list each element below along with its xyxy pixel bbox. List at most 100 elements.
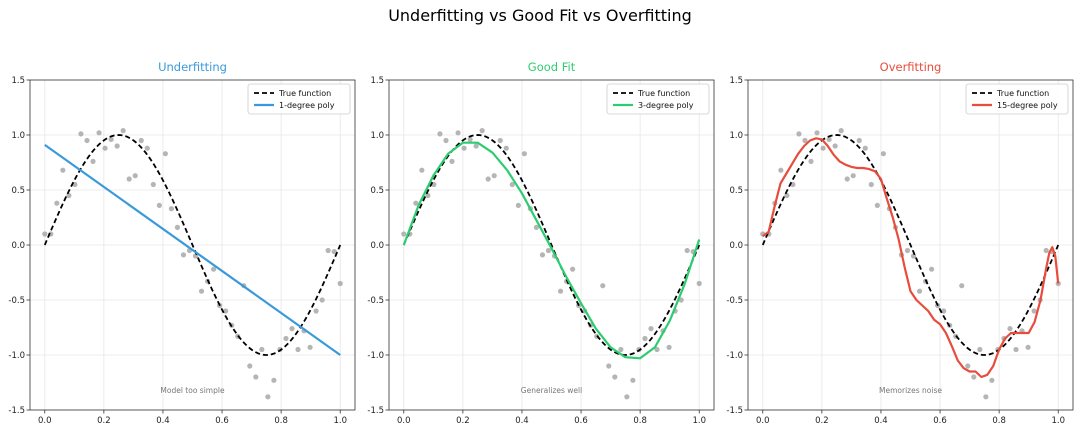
data-point bbox=[313, 308, 319, 314]
data-point bbox=[289, 326, 295, 332]
data-point bbox=[838, 128, 844, 134]
data-point bbox=[874, 202, 880, 208]
data-point bbox=[868, 181, 874, 188]
panel-annotation: Model too simple bbox=[160, 386, 225, 395]
panel-2: 0.0 0.2 0.4 0.6 0.8 1.0 -1.5 -1.0 -0.5 0.0 0.5 1.0 1… bbox=[367, 60, 715, 426]
x-tick-label: 1.0 bbox=[692, 416, 706, 426]
model-fit-line bbox=[402, 141, 701, 360]
legend-box bbox=[606, 83, 710, 115]
data-point bbox=[331, 249, 337, 255]
data-point bbox=[521, 151, 527, 157]
data-point bbox=[144, 145, 150, 151]
y-tick-label: -0.5 bbox=[726, 296, 743, 306]
data-point bbox=[295, 346, 301, 353]
x-tick-label: 0.4 bbox=[515, 416, 529, 426]
data-point bbox=[1043, 247, 1049, 254]
data-point bbox=[156, 202, 162, 208]
data-point bbox=[485, 176, 491, 182]
data-point bbox=[265, 394, 271, 400]
panel-3: 0.0 0.2 0.4 0.6 0.8 1.0 -1.5 -1.0 -0.5 0.0 0.5 1.0 1… bbox=[726, 60, 1074, 426]
x-tick-label: 0.0 bbox=[756, 416, 770, 426]
legend-box bbox=[965, 83, 1069, 115]
data-point bbox=[959, 283, 965, 289]
data-point bbox=[337, 280, 343, 287]
x-tick-label: 0.8 bbox=[633, 416, 647, 426]
y-tick-label: -0.5 bbox=[8, 296, 25, 306]
y-tick-label: -1.5 bbox=[367, 406, 384, 416]
data-point bbox=[606, 363, 612, 369]
data-point bbox=[150, 181, 156, 188]
data-point bbox=[784, 192, 790, 199]
legend: True function 1-degree poly bbox=[247, 83, 351, 115]
panel-1: 0.0 0.2 0.4 0.6 0.8 1.0 -1.5 -1.0 -0.5 0.0 0.5 1.0 1… bbox=[8, 60, 356, 426]
data-point bbox=[96, 130, 102, 136]
plot-area bbox=[760, 128, 1061, 400]
data-point bbox=[102, 145, 108, 151]
data-point bbox=[618, 346, 624, 353]
data-point bbox=[977, 346, 983, 353]
data-point bbox=[247, 363, 253, 369]
data-point bbox=[1031, 308, 1037, 314]
data-point bbox=[467, 136, 473, 142]
x-tick-label: 0.0 bbox=[38, 416, 52, 426]
data-point bbox=[54, 200, 60, 206]
data-point bbox=[60, 167, 66, 173]
data-point bbox=[941, 308, 947, 314]
data-point bbox=[108, 136, 114, 142]
data-point bbox=[78, 131, 84, 137]
data-point bbox=[509, 181, 515, 188]
y-tick-label: 0.0 bbox=[11, 241, 25, 251]
x-tick-label: 0.6 bbox=[574, 416, 588, 426]
y-tick-label: 1.5 bbox=[11, 76, 25, 86]
data-point bbox=[862, 145, 868, 151]
data-point bbox=[904, 247, 911, 254]
data-point bbox=[479, 128, 485, 134]
data-point bbox=[168, 206, 175, 212]
figure-title: Underfitting vs Good Fit vs Overfitting bbox=[388, 6, 692, 25]
data-point bbox=[253, 374, 259, 380]
data-point bbox=[443, 137, 449, 144]
data-point bbox=[1007, 326, 1013, 332]
model-fit-line bbox=[762, 137, 1060, 379]
data-point bbox=[778, 167, 784, 173]
data-point bbox=[654, 346, 660, 353]
true-function-line bbox=[43, 134, 342, 356]
data-point bbox=[132, 173, 138, 179]
data-point bbox=[425, 192, 431, 199]
data-point bbox=[114, 143, 120, 149]
data-point bbox=[796, 131, 802, 137]
data-point bbox=[223, 308, 229, 314]
y-tick-label: -1.5 bbox=[726, 406, 743, 416]
x-tick-label: 0.2 bbox=[97, 416, 111, 426]
data-point bbox=[437, 131, 443, 137]
x-tick-label: 1.0 bbox=[333, 416, 347, 426]
x-tick-label: 0.6 bbox=[933, 416, 947, 426]
data-point bbox=[802, 137, 808, 144]
data-point bbox=[126, 176, 132, 182]
data-point bbox=[989, 377, 995, 383]
x-tick-label: 0.2 bbox=[456, 416, 470, 426]
data-point bbox=[965, 363, 971, 369]
x-tick-label: 0.4 bbox=[156, 416, 170, 426]
data-point bbox=[856, 137, 862, 144]
panel-title: Underfitting bbox=[158, 60, 227, 74]
y-tick-label: 0.5 bbox=[729, 186, 743, 196]
data-point bbox=[648, 326, 654, 332]
data-point bbox=[832, 143, 838, 149]
data-point bbox=[455, 130, 461, 136]
x-tick-label: 0.4 bbox=[874, 416, 888, 426]
plot-area bbox=[401, 128, 702, 400]
data-point bbox=[928, 266, 935, 272]
data-point bbox=[84, 137, 90, 144]
data-point bbox=[259, 346, 265, 353]
y-tick-label: 0.0 bbox=[729, 241, 743, 251]
legend-label-true-function: True function bbox=[637, 89, 690, 98]
x-tick-label: 0.2 bbox=[815, 416, 829, 426]
data-point bbox=[419, 167, 425, 173]
data-point bbox=[971, 374, 977, 380]
data-point bbox=[497, 137, 503, 144]
legend: True function 15-degree poly bbox=[965, 83, 1069, 115]
data-point bbox=[539, 252, 546, 258]
